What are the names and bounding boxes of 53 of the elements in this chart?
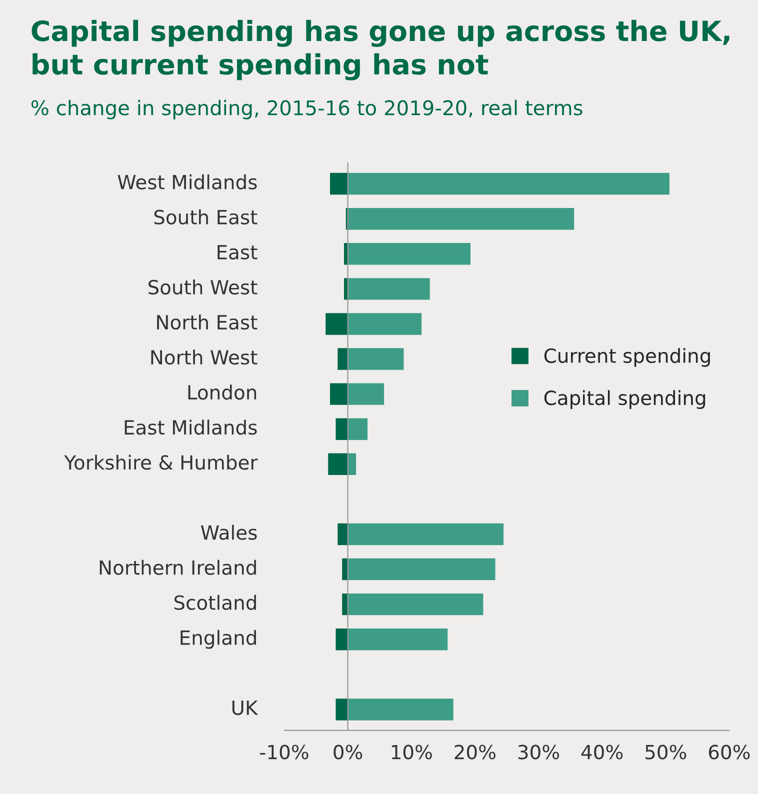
bar [344,243,348,265]
chart-subtitle: % change in spending, 2015-16 to 2019-20, real terms [31,100,582,120]
bar [348,698,454,720]
bar [348,628,448,650]
y-tick-label: Wales [200,524,257,540]
bar [338,523,348,546]
bar [348,348,404,370]
bar [348,313,422,335]
y-tick-label: South East [154,209,258,224]
y-tick-label: East [218,245,258,260]
y-tick-label: West Midlands [118,174,257,190]
y-tick-label: London [188,384,256,400]
x-tick-label: -10% [260,744,308,760]
legend-label: Current spending [544,348,710,367]
bar [348,453,356,476]
y-tick-label: East Midlands [124,420,257,435]
bar [330,172,348,195]
bar [326,313,348,335]
bar [338,348,348,370]
y-tick-label: Yorkshire & Humber [64,454,258,470]
y-tick-label: North East [157,314,258,330]
bar [348,278,430,300]
x-tick-label: 50% [646,744,686,760]
y-tick-label: UK [232,700,258,716]
bar [348,593,484,616]
x-tick-label: 10% [392,744,432,760]
y-tick-label: North West [151,350,258,365]
bar [348,208,574,230]
bar [328,453,348,476]
bar [348,523,504,546]
y-tick-label: Scotland [174,594,256,610]
x-tick-label: 40% [581,744,623,760]
bar [342,593,348,616]
bar [348,558,496,580]
x-tick-label: 60% [708,744,750,760]
x-tick-label: 20% [454,744,496,760]
bar [336,628,348,650]
bar [348,243,470,265]
y-tick-label: South West [148,280,258,295]
chart-title: Capital spending has gone up across the UK, but current spending has not [32,20,730,80]
bar [348,383,384,405]
bar [344,278,348,300]
bar [348,172,670,195]
bar [348,418,368,440]
x-tick-label: 30% [518,744,560,760]
legend-label: Capital spending [544,390,706,409]
bar [342,558,348,580]
bar [336,418,348,440]
y-tick-label: Northern Ireland [100,560,256,575]
bar [330,383,348,405]
bar [336,698,348,720]
y-tick-label: England [180,630,256,649]
x-tick-label: 0% [334,744,362,760]
